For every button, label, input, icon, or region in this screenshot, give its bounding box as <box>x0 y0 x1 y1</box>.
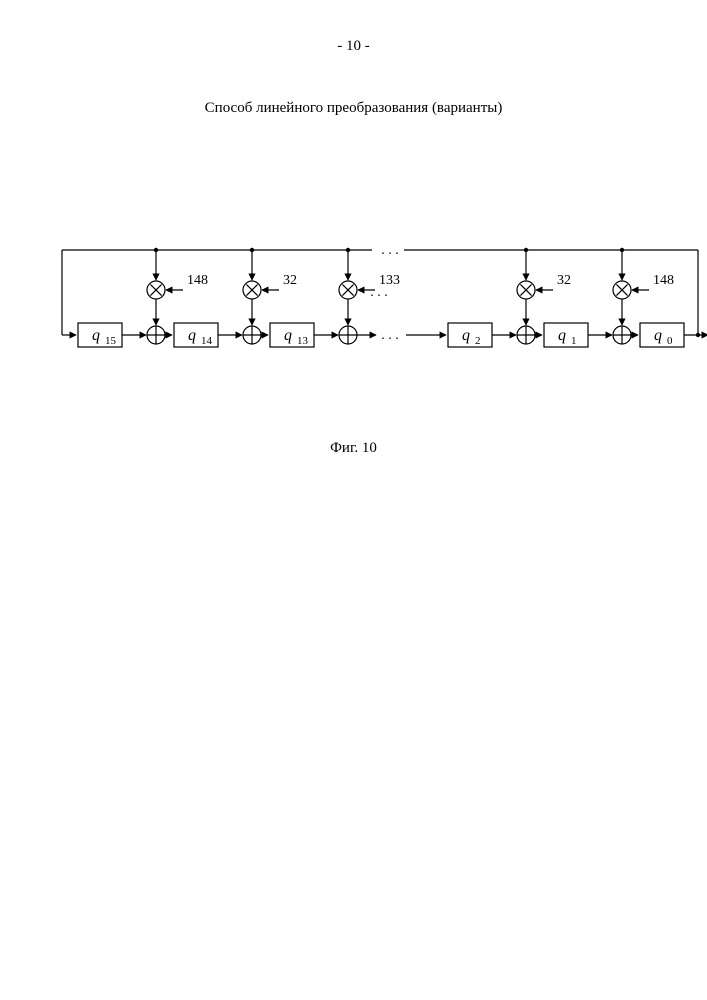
svg-text:14: 14 <box>201 335 213 347</box>
svg-text:q: q <box>92 327 100 344</box>
svg-text:2: 2 <box>475 335 481 347</box>
register-1 <box>544 323 588 347</box>
svg-text:. . .: . . . <box>381 243 399 258</box>
svg-text:13: 13 <box>297 335 309 347</box>
svg-text:32: 32 <box>557 273 571 288</box>
svg-text:q: q <box>284 327 292 344</box>
register-0 <box>640 323 684 347</box>
page-number: - 10 - <box>0 38 707 55</box>
svg-text:. . .: . . . <box>370 285 388 300</box>
svg-text:148: 148 <box>187 273 208 288</box>
lfsr-diagram: q15q14q13q2q1q01483213332148. . .. . .. … <box>48 240 707 370</box>
svg-text:1: 1 <box>571 335 577 347</box>
register-2 <box>448 323 492 347</box>
svg-text:32: 32 <box>283 273 297 288</box>
svg-text:q: q <box>462 327 470 344</box>
svg-text:. . .: . . . <box>381 328 399 343</box>
svg-text:148: 148 <box>653 273 674 288</box>
svg-text:q: q <box>654 327 662 344</box>
svg-text:15: 15 <box>105 335 117 347</box>
svg-text:q: q <box>188 327 196 344</box>
page-title: Способ линейного преобразования (вариант… <box>0 100 707 117</box>
svg-text:0: 0 <box>667 335 673 347</box>
svg-text:q: q <box>558 327 566 344</box>
figure-caption: Фиг. 10 <box>0 440 707 457</box>
